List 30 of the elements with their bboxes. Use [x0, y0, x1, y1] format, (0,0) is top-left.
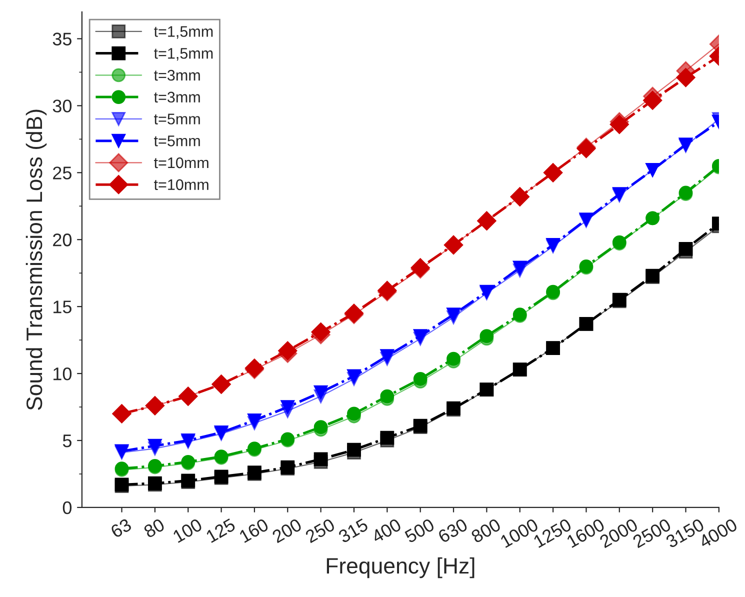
x-tick-label: 63: [110, 518, 132, 538]
y-axis-title: Sound Transmission Loss (dB): [26, 110, 47, 410]
x-tick-label: 315: [338, 518, 369, 544]
x-tick-label: 630: [437, 518, 468, 544]
x-tick-label: 160: [238, 518, 270, 544]
x-tick-label: 800: [470, 518, 502, 544]
legend-label: t=10mm: [154, 157, 208, 168]
x-axis-title: Frequency [Hz]: [326, 557, 474, 578]
x-tick-label: 400: [370, 518, 402, 544]
legend-label: t=3mm: [154, 92, 200, 103]
y-tick-label: 35: [52, 32, 72, 46]
legend-label: t=5mm: [154, 114, 200, 124]
legend-label: t=1,5mm: [154, 26, 213, 39]
legend-label: t=1,5mm: [154, 48, 213, 61]
legend-label: t=10mm: [154, 179, 208, 190]
legend-label: t=3mm: [154, 70, 200, 81]
y-tick-label: 15: [54, 300, 72, 314]
y-tick-label: 20: [53, 234, 72, 246]
x-tick-label: 125: [205, 518, 236, 544]
y-tick-label: 30: [52, 100, 72, 112]
x-tick-label: 100: [172, 518, 203, 544]
y-tick-label: 0: [62, 501, 72, 514]
y-tick-label: 5: [62, 434, 72, 448]
legend-label: t=5mm: [154, 136, 200, 146]
x-tick-label: 500: [404, 518, 436, 544]
x-tick-label: 250: [304, 518, 336, 544]
x-tick-label: 200: [271, 518, 302, 544]
y-tick-label: 10: [54, 367, 72, 380]
y-tick-label: 25: [53, 166, 72, 180]
x-tick-label: 80: [142, 518, 166, 538]
